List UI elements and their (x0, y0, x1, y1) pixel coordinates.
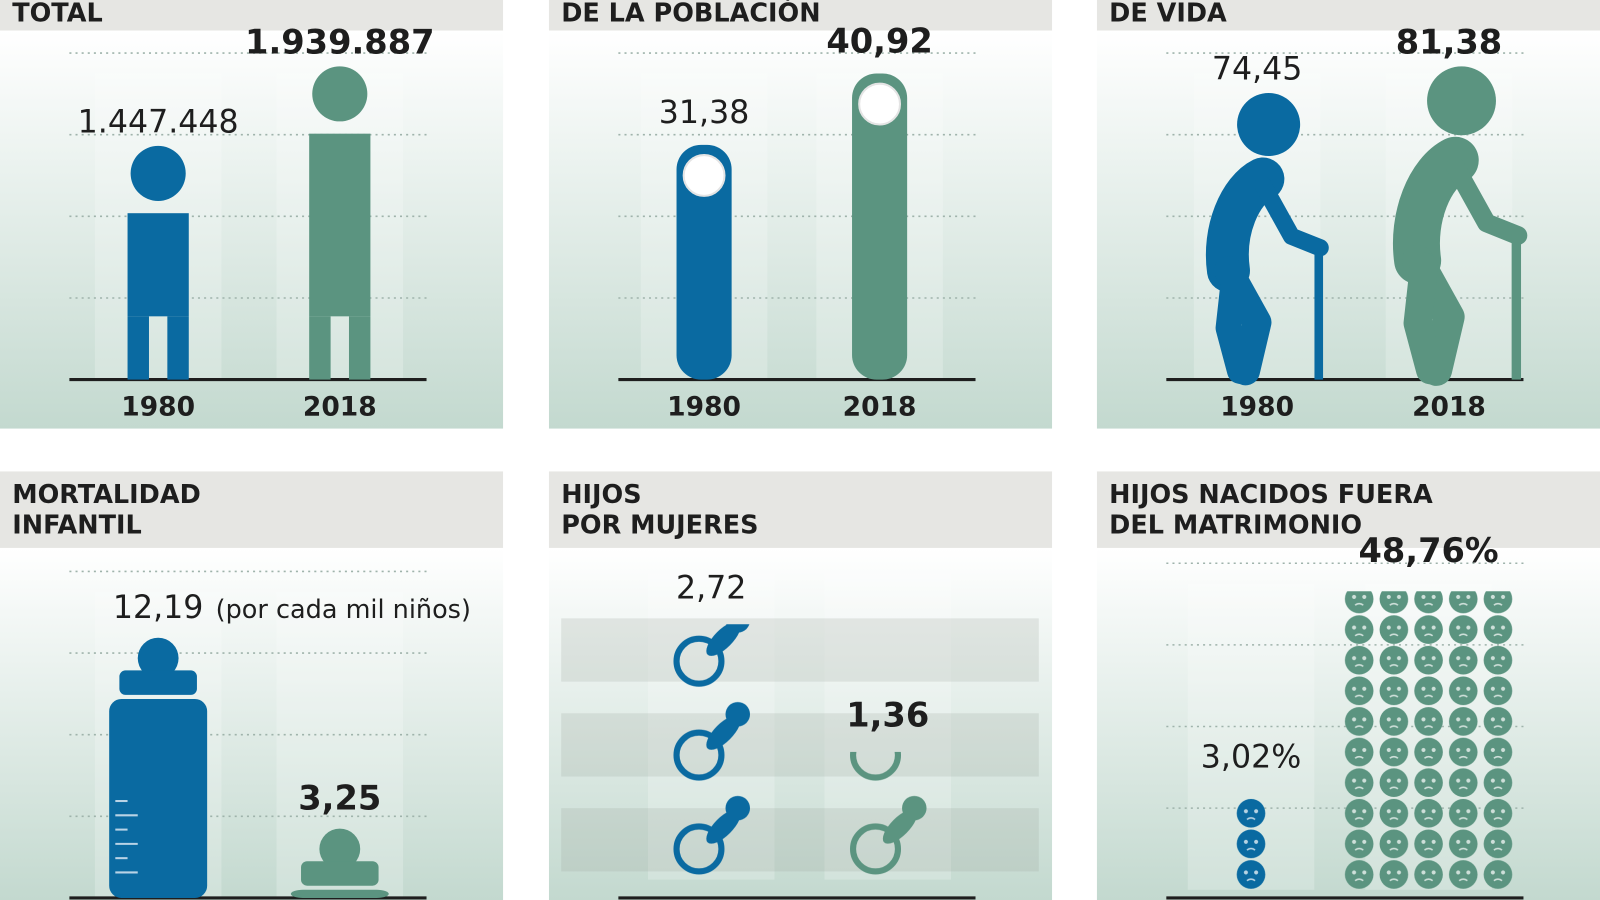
panel-header (548, 0, 1053, 31)
value-label: 12,19 (113, 590, 204, 626)
panel-header (1096, 0, 1600, 31)
category-label: 1980 (667, 392, 741, 423)
pictogram-mark (290, 828, 389, 898)
elder-figure (1205, 93, 1329, 386)
face-stack (1341, 591, 1516, 890)
panel-body (0, 30, 504, 429)
leg (167, 316, 189, 380)
panel-body (0, 547, 504, 900)
category-label: 2018 (843, 392, 917, 423)
pictogram-mark (676, 144, 732, 380)
head (1427, 66, 1496, 136)
value-note: (por cada mil niños) (216, 595, 471, 625)
body (127, 213, 189, 317)
pictogram-mark (109, 637, 208, 898)
row-band (561, 618, 1039, 682)
nipple (137, 637, 179, 679)
leg (309, 316, 331, 380)
leg (127, 316, 149, 380)
leg (1403, 252, 1445, 385)
nipple (319, 828, 361, 870)
panel-title: DEL MATRIMONIO (1109, 511, 1362, 541)
category-label: 2018 (1412, 392, 1486, 423)
panel-title: INFANTIL (12, 511, 142, 541)
pictogram-mark (1341, 591, 1516, 890)
panel-header (548, 471, 1053, 548)
head (130, 145, 186, 201)
pictogram-mark (826, 751, 949, 880)
value-label: 48,76% (1358, 531, 1498, 570)
pictogram-mark (852, 73, 908, 380)
panel-title: DE VIDA (1109, 0, 1227, 28)
leg (348, 316, 371, 380)
cane (1511, 235, 1522, 380)
value-label: 81,38 (1396, 22, 1502, 61)
panel-title: POR MUJERES (561, 511, 758, 541)
pictogram-mark (1205, 93, 1329, 386)
bar (852, 73, 908, 380)
value-label: 74,45 (1212, 52, 1303, 88)
bar-dot (682, 154, 726, 197)
bar (676, 144, 732, 380)
bottle-body (290, 889, 389, 898)
value-label: 2,72 (676, 571, 746, 607)
panel-header (1096, 471, 1600, 548)
face-stack (1233, 797, 1269, 890)
value-label: 31,38 (659, 95, 750, 131)
leg (1215, 263, 1253, 384)
panel-body (548, 30, 1053, 429)
category-label: 1980 (121, 392, 195, 423)
value-label: 1.447.448 (78, 104, 239, 140)
bar-dot (858, 82, 902, 126)
category-label: 1980 (1220, 392, 1294, 423)
pacifier-stack (650, 624, 773, 880)
cap (119, 670, 197, 695)
category-label: 2018 (303, 392, 377, 423)
pictogram-mark (1393, 66, 1528, 386)
pacifier-stack (826, 751, 949, 880)
pictogram-mark (127, 145, 189, 380)
panel-title: HIJOS (561, 480, 641, 510)
panel-title: DE LA POBLACIÓN (561, 0, 820, 28)
panel-title: MORTALIDAD (12, 480, 201, 510)
row-band (561, 713, 1039, 777)
arm (1445, 157, 1528, 245)
row-band (561, 808, 1039, 872)
panel-title: HIJOS NACIDOS FUERA (1109, 480, 1433, 510)
panel-header (0, 471, 504, 548)
head (312, 66, 368, 122)
pictogram-mark (309, 66, 371, 380)
value-label: 1.939.887 (245, 22, 434, 61)
arm (1254, 176, 1329, 257)
elder-figure (1393, 66, 1528, 386)
value-label: 1,36 (846, 696, 929, 735)
panel-title: TOTAL (12, 0, 102, 28)
head (1237, 93, 1301, 157)
value-label: 3,25 (298, 779, 381, 818)
value-label: 40,92 (826, 21, 932, 60)
value-label: 3,02% (1201, 740, 1301, 776)
cane (1314, 247, 1324, 380)
cap (301, 861, 379, 886)
bottle-body (109, 698, 208, 898)
pictogram-mark (650, 624, 773, 880)
panel-header (0, 0, 504, 31)
pictogram-mark (1233, 797, 1269, 890)
panel-body (548, 547, 1053, 900)
body (309, 133, 371, 317)
